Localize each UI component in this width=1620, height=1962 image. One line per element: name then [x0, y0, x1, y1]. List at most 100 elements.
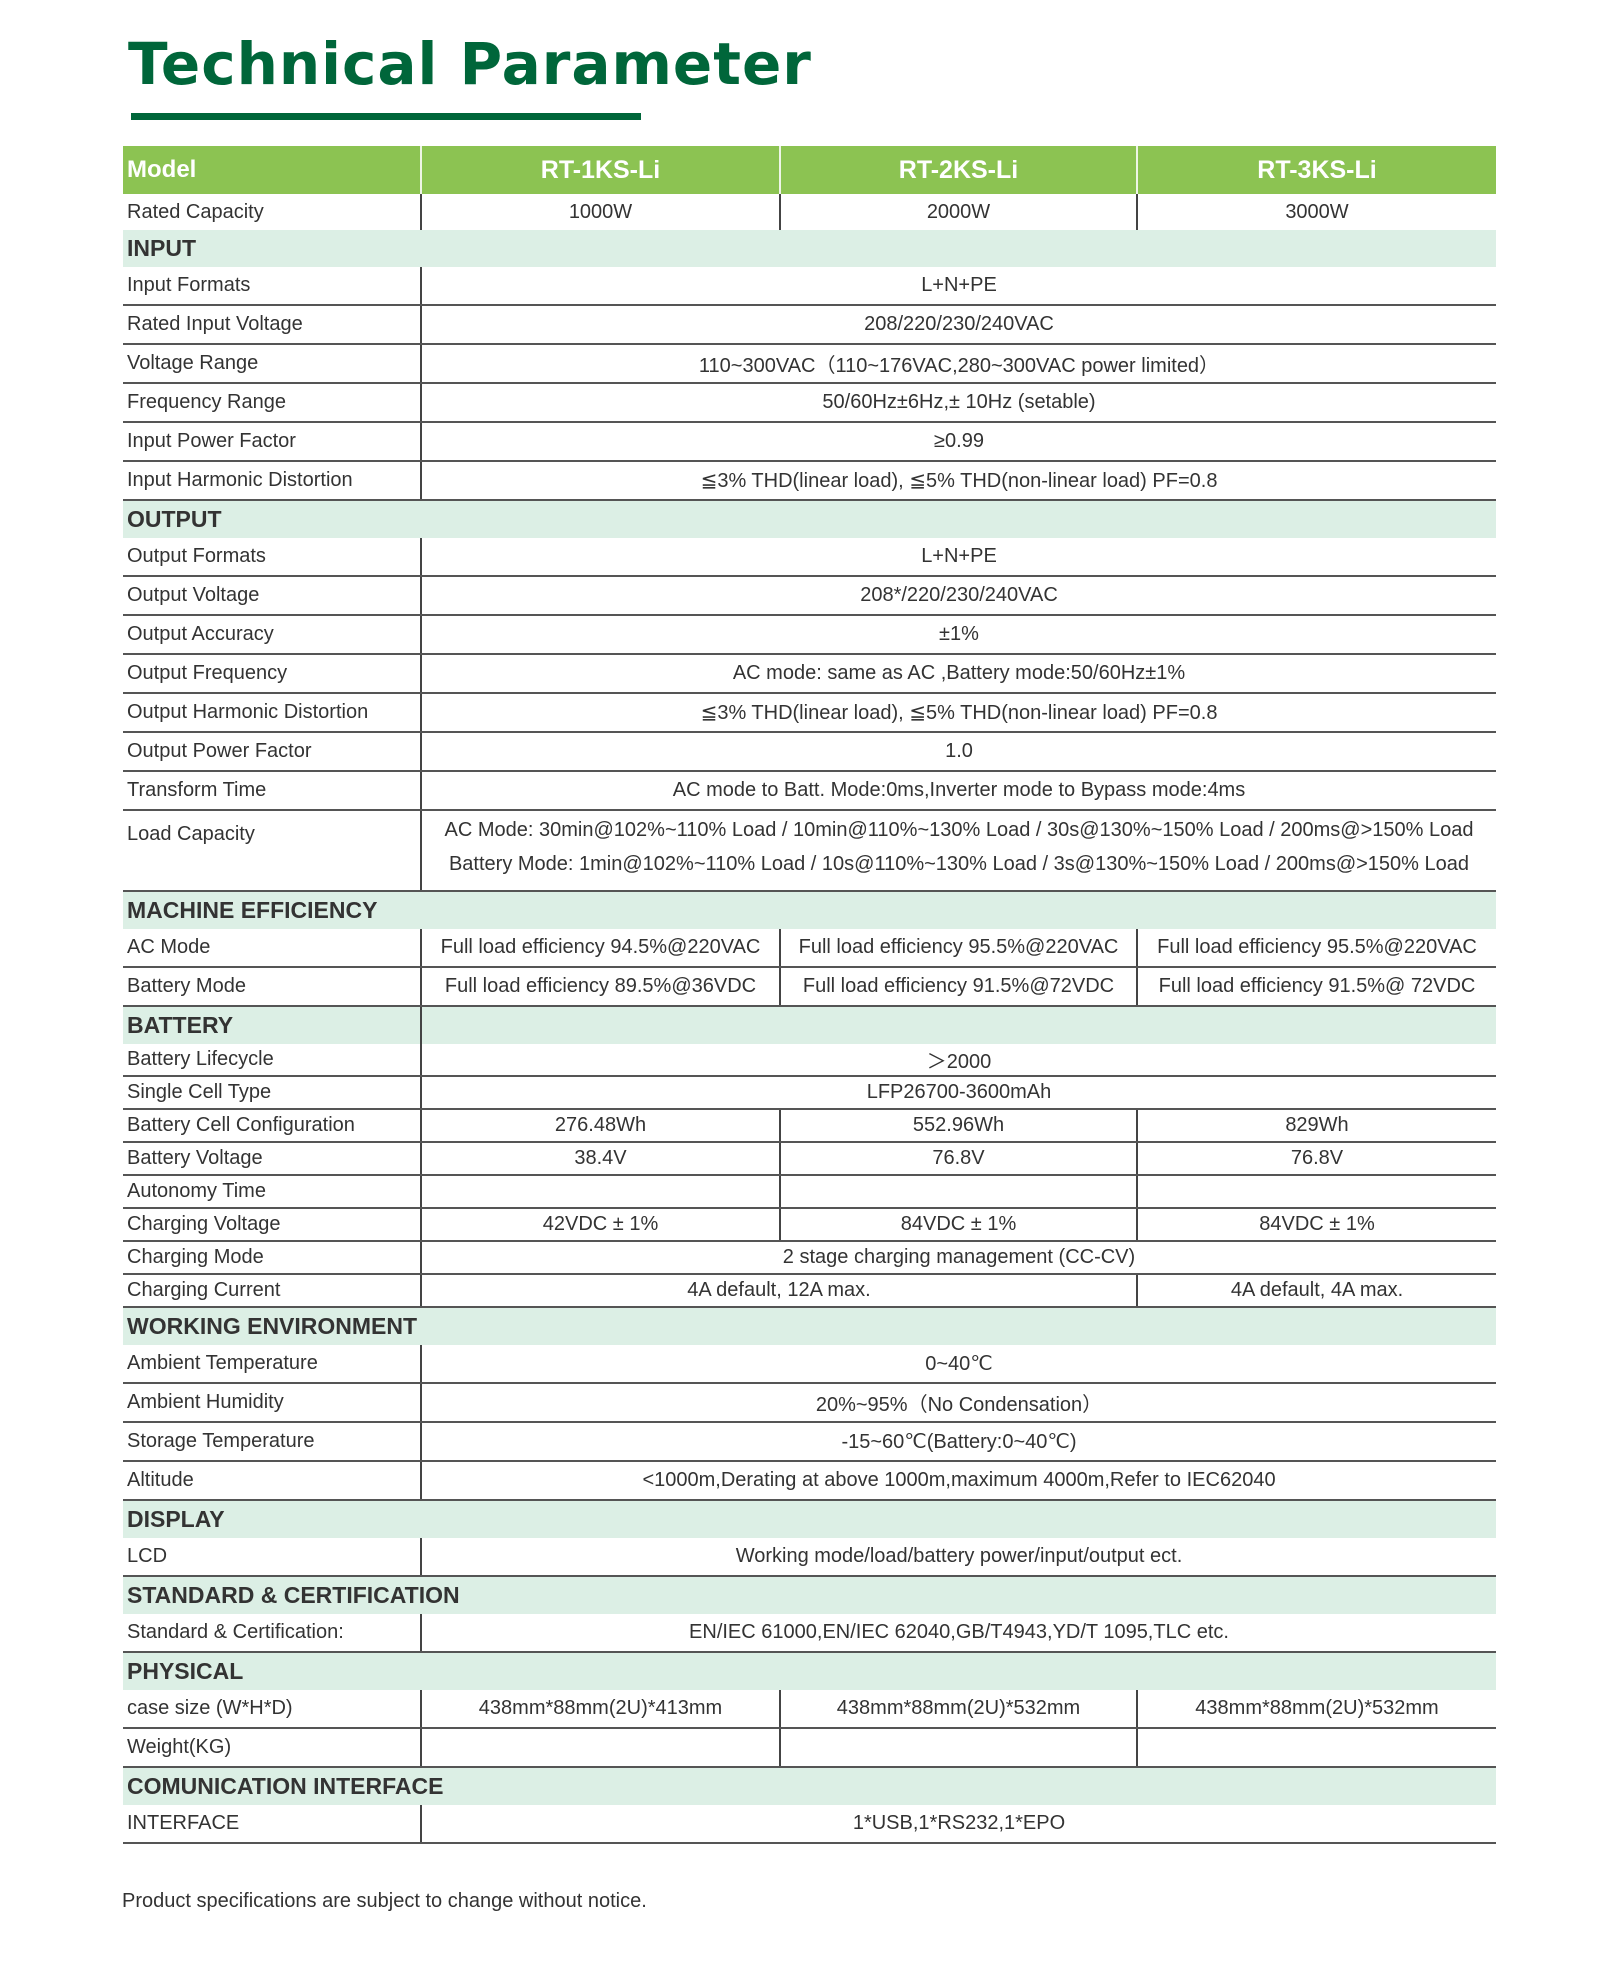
- value-line: Battery Mode: 1min@102%~110% Load / 10s@…: [448, 853, 1470, 875]
- row-value: AC Mode: 30min@102%~110% Load / 10min@11…: [420, 810, 1496, 892]
- spec-row: Rated Input Voltage 208/220/230/240VAC: [123, 305, 1496, 345]
- row-label: Output Frequency: [123, 654, 421, 694]
- row-label: Input Power Factor: [123, 422, 421, 462]
- section-header-row: BATTERY: [123, 1006, 1496, 1044]
- row-label: Battery Voltage: [123, 1142, 421, 1176]
- spec-row: Output Voltage 208*/220/230/240VAC: [123, 576, 1496, 616]
- row-label: Output Formats: [123, 538, 421, 577]
- row-label: Input Harmonic Distortion: [123, 461, 421, 501]
- row-value: 3000W: [1136, 194, 1496, 230]
- section-title: COMUNICATION INTERFACE: [123, 1767, 1496, 1805]
- row-label: Voltage Range: [123, 344, 421, 384]
- spec-row: Output Frequency AC mode: same as AC ,Bat…: [123, 654, 1496, 694]
- section-header-row: DISPLAY: [123, 1500, 1496, 1538]
- section-header-row: PHYSICAL: [123, 1652, 1496, 1690]
- model-name: RT-3KS-Li: [1136, 146, 1496, 194]
- spec-row: Input Formats L+N+PE: [123, 267, 1496, 306]
- spec-table: Model RT-1KS-Li RT-2KS-Li RT-3KS-Li Rate…: [123, 146, 1496, 1844]
- row-label: Input Formats: [123, 267, 421, 306]
- model-header-row: Model RT-1KS-Li RT-2KS-Li RT-3KS-Li: [123, 146, 1496, 194]
- row-value: 438mm*88mm(2U)*413mm: [420, 1690, 780, 1729]
- row-value: L+N+PE: [420, 267, 1496, 306]
- row-value: AC mode to Batt. Mode:0ms,Inverter mode …: [420, 771, 1496, 811]
- spec-row: Input Power Factor ≥0.99: [123, 422, 1496, 462]
- row-value: 208/220/230/240VAC: [420, 305, 1496, 345]
- section-title: DISPLAY: [123, 1500, 1496, 1538]
- row-label: Battery Cell Configuration: [123, 1109, 421, 1143]
- row-value: <1000m,Derating at above 1000m,maximum 4…: [420, 1461, 1496, 1501]
- row-value: -15~60℃(Battery:0~40℃): [420, 1422, 1496, 1462]
- row-value: LFP26700-3600mAh: [420, 1076, 1496, 1110]
- row-label: Autonomy Time: [123, 1175, 421, 1209]
- spec-row: Output Accuracy ±1%: [123, 615, 1496, 655]
- row-value: 552.96Wh: [779, 1109, 1137, 1143]
- rated-capacity-row: Rated Capacity 1000W 2000W 3000W: [123, 194, 1496, 230]
- spec-row: Battery Mode Full load efficiency 89.5%@3…: [123, 967, 1496, 1007]
- row-value: 208*/220/230/240VAC: [420, 576, 1496, 616]
- row-value: Full load efficiency 95.5%@220VAC: [1136, 929, 1496, 968]
- spec-row: INTERFACE 1*USB,1*RS232,1*EPO: [123, 1805, 1496, 1844]
- row-value: 84VDC ± 1%: [779, 1208, 1137, 1242]
- row-label: INTERFACE: [123, 1805, 421, 1844]
- section-header-row: COMUNICATION INTERFACE: [123, 1767, 1496, 1805]
- section-header-row: WORKING ENVIRONMENT: [123, 1307, 1496, 1345]
- section-title: BATTERY: [123, 1006, 421, 1044]
- spec-row: Input Harmonic Distortion ≦3% THD(linear …: [123, 461, 1496, 501]
- model-name: RT-2KS-Li: [779, 146, 1137, 194]
- row-value: 4A default, 4A max.: [1136, 1274, 1496, 1308]
- row-value: 1*USB,1*RS232,1*EPO: [420, 1805, 1496, 1844]
- row-value: ≦3% THD(linear load), ≦5% THD(non-linear…: [420, 693, 1496, 733]
- spec-row: Battery Lifecycle ＞2000: [123, 1044, 1496, 1077]
- section-header-row: INPUT: [123, 230, 1496, 267]
- row-value: Working mode/load/battery power/input/ou…: [420, 1538, 1496, 1577]
- row-value: [1136, 1728, 1496, 1768]
- spec-row: Charging Mode 2 stage charging management…: [123, 1241, 1496, 1275]
- row-value: [779, 1728, 1137, 1768]
- row-label: Charging Voltage: [123, 1208, 421, 1242]
- row-value: 50/60Hz±6Hz,± 10Hz (setable): [420, 383, 1496, 423]
- row-value: 829Wh: [1136, 1109, 1496, 1143]
- row-label: AC Mode: [123, 929, 421, 968]
- row-value: 42VDC ± 1%: [420, 1208, 780, 1242]
- model-label: Model: [123, 146, 421, 194]
- spec-row: Weight(KG): [123, 1728, 1496, 1768]
- footer-note: Product specifications are subject to ch…: [122, 1890, 647, 1912]
- row-value: [420, 1175, 780, 1209]
- section-header-row: MACHINE EFFICIENCY: [123, 891, 1496, 929]
- row-value: ≦3% THD(linear load), ≦5% THD(non-linear…: [420, 461, 1496, 501]
- spec-row: Charging Current 4A default, 12A max. 4A d…: [123, 1274, 1496, 1308]
- row-label: Altitude: [123, 1461, 421, 1501]
- spec-row: Voltage Range 110~300VAC（110~176VAC,280~3…: [123, 344, 1496, 384]
- spec-row: Battery Cell Configuration 276.48Wh 552.96…: [123, 1109, 1496, 1143]
- row-value: L+N+PE: [420, 538, 1496, 577]
- row-label: case size (W*H*D): [123, 1690, 421, 1729]
- row-label: Output Harmonic Distortion: [123, 693, 421, 733]
- row-value: 276.48Wh: [420, 1109, 780, 1143]
- spec-row: Output Formats L+N+PE: [123, 538, 1496, 577]
- section-header-row: STANDARD & CERTIFICATION: [123, 1576, 1496, 1614]
- row-label: Rated Capacity: [127, 200, 264, 223]
- spec-row: Output Harmonic Distortion ≦3% THD(linear…: [123, 693, 1496, 733]
- value-line: AC Mode: 30min@102%~110% Load / 10min@11…: [444, 819, 1474, 841]
- row-label: Ambient Temperature: [123, 1345, 421, 1384]
- row-label: Standard & Certification:: [123, 1614, 421, 1653]
- spec-row: Frequency Range 50/60Hz±6Hz,± 10Hz (setab…: [123, 383, 1496, 423]
- section-header-row: OUTPUT: [123, 500, 1496, 538]
- section-blank: [420, 1006, 1496, 1044]
- row-value: 76.8V: [1136, 1142, 1496, 1176]
- spec-row: Single Cell Type LFP26700-3600mAh: [123, 1076, 1496, 1110]
- spec-row: LCD Working mode/load/battery power/input…: [123, 1538, 1496, 1577]
- section-title: OUTPUT: [123, 500, 1496, 538]
- row-value: 38.4V: [420, 1142, 780, 1176]
- row-value: AC mode: same as AC ,Battery mode:50/60H…: [420, 654, 1496, 694]
- row-value: 110~300VAC（110~176VAC,280~300VAC power l…: [420, 344, 1496, 384]
- spec-row: case size (W*H*D) 438mm*88mm(2U)*413mm 438…: [123, 1690, 1496, 1729]
- row-label: LCD: [123, 1538, 421, 1577]
- row-value: ＞2000: [420, 1044, 1496, 1077]
- row-value: Full load efficiency 91.5%@ 72VDC: [1136, 967, 1496, 1007]
- spec-row: Ambient Temperature 0~40℃: [123, 1345, 1496, 1384]
- spec-row: Storage Temperature -15~60℃(Battery:0~40℃…: [123, 1422, 1496, 1462]
- spec-row: AC Mode Full load efficiency 94.5%@220VAC…: [123, 929, 1496, 968]
- row-value: ±1%: [420, 615, 1496, 655]
- spec-row: Load Capacity AC Mode: 30min@102%~110% Lo…: [123, 810, 1496, 892]
